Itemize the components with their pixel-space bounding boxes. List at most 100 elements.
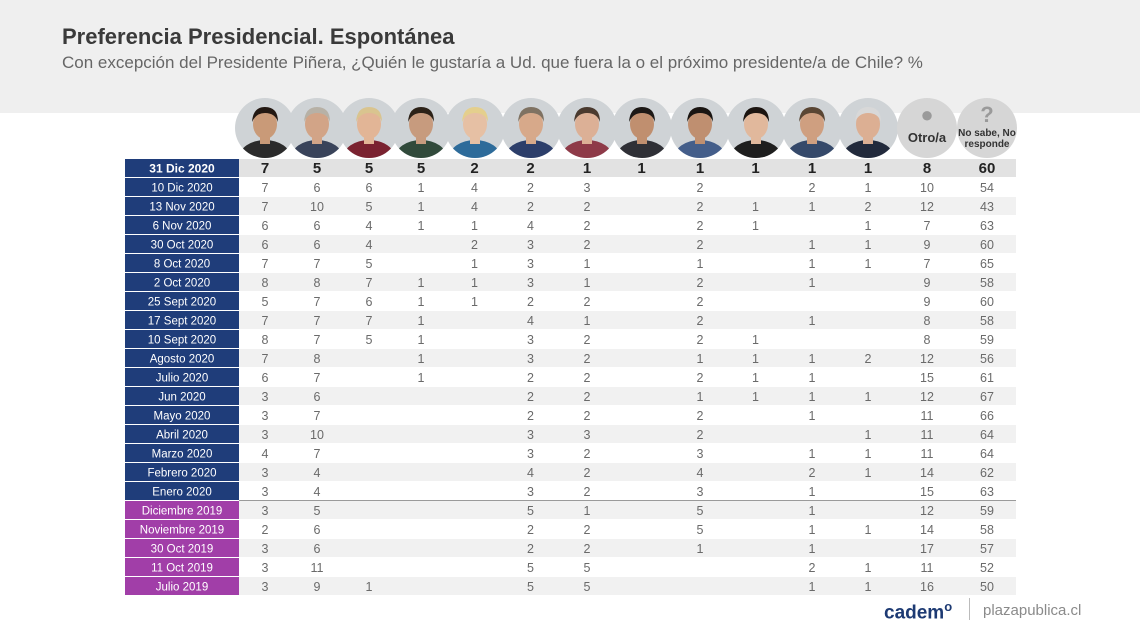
candidate-photo — [611, 98, 672, 158]
table-row-bg — [239, 330, 1016, 348]
table-cell-value: 1 — [865, 523, 872, 537]
table-cell-value: 2 — [809, 561, 816, 575]
candidate-photo — [444, 98, 505, 158]
table-cell-value: 5 — [584, 561, 591, 575]
table-cell-value: 59 — [980, 504, 994, 518]
table-cell-value: 1 — [696, 160, 704, 177]
table-cell-value: 61 — [980, 371, 994, 385]
table-cell-value: 58 — [980, 523, 994, 537]
table-cell-value: 2 — [697, 295, 704, 309]
candidate-photo — [500, 98, 561, 158]
table-cell-value: 1 — [471, 276, 478, 290]
table-cell-value: 6 — [366, 181, 373, 195]
table-cell-value: 6 — [262, 238, 269, 252]
table-cell-value: 1 — [697, 390, 704, 404]
table-row-bg — [239, 406, 1016, 424]
table-cell-value: 11 — [311, 561, 324, 575]
table-row-bg — [239, 197, 1016, 215]
row-label-cell — [125, 387, 239, 405]
row-label-cell — [125, 349, 239, 367]
table-cell-value: 1 — [752, 371, 759, 385]
row-label: 13 Nov 2020 — [149, 202, 214, 214]
table-cell-value: 1 — [584, 504, 591, 518]
table-cell-value: 1 — [808, 160, 816, 177]
table-cell-value: 12 — [920, 200, 934, 214]
table-cell-value: 3 — [584, 181, 591, 195]
table-cell-value: 57 — [980, 542, 994, 556]
table-cell-value: 43 — [980, 200, 994, 214]
row-label: 30 Oct 2020 — [151, 240, 214, 252]
table-cell-value: 3 — [527, 428, 534, 442]
table-cell-value: 1 — [584, 257, 591, 271]
table-cell-value: 2 — [584, 466, 591, 480]
table-row-bg — [239, 311, 1016, 329]
table-row-bg — [239, 216, 1016, 234]
candidate-photo — [557, 98, 617, 158]
row-label: Diciembre 2019 — [142, 506, 223, 518]
table-cell-value: 7 — [261, 160, 269, 177]
row-label: 6 Nov 2020 — [153, 221, 212, 233]
table-cell-value: 1 — [752, 200, 759, 214]
table-cell-value: 6 — [314, 542, 321, 556]
row-label: Enero 2020 — [152, 487, 211, 499]
table-row-bg — [239, 159, 1016, 177]
table-cell-value: 2 — [584, 409, 591, 423]
table-cell-value: 2 — [809, 181, 816, 195]
row-label-cell — [125, 330, 239, 348]
candidate-photo — [235, 98, 295, 158]
table-cell-value: 54 — [980, 181, 994, 195]
otro-avatar: ● Otro/a — [897, 98, 957, 158]
row-label: 8 Oct 2020 — [154, 259, 210, 271]
table-cell-value: 1 — [418, 276, 425, 290]
row-label-cell — [125, 368, 239, 386]
table-cell-value: 3 — [262, 466, 269, 480]
row-label-cell — [125, 159, 239, 177]
page-title: Preferencia Presidencial. Espontánea — [62, 24, 455, 49]
table-cell-value: 4 — [262, 447, 269, 461]
table-cell-value: 2 — [697, 219, 704, 233]
footer-divider — [969, 598, 970, 620]
cadem-logo: cademo — [884, 599, 953, 624]
row-label: 31 Dic 2020 — [149, 162, 215, 176]
row-label-cell — [125, 235, 239, 253]
table-cell-value: 2 — [584, 447, 591, 461]
table-cell-value: 8 — [262, 276, 269, 290]
table-cell-value: 7 — [314, 447, 321, 461]
table-cell-value: 2 — [584, 238, 591, 252]
table-row-bg — [239, 501, 1016, 519]
candidate-photo — [782, 98, 842, 158]
table-cell-value: 4 — [366, 238, 373, 252]
table-cell-value: 58 — [980, 314, 994, 328]
table-cell-value: 9 — [924, 276, 931, 290]
table-cell-value: 1 — [752, 390, 759, 404]
table-cell-value: 1 — [865, 580, 872, 594]
table-cell-value: 50 — [980, 580, 994, 594]
table-cell-value: 1 — [809, 371, 816, 385]
footer-site: plazapublica.cl — [983, 602, 1082, 619]
table-row-bg — [239, 463, 1016, 481]
row-label: 11 Oct 2019 — [151, 563, 213, 575]
table-row-bg — [239, 292, 1016, 310]
table-cell-value: 15 — [920, 371, 934, 385]
table-cell-value: 7 — [366, 314, 373, 328]
table-cell-value: 4 — [697, 466, 704, 480]
table-cell-value: 6 — [314, 238, 321, 252]
table-cell-value: 59 — [980, 333, 994, 347]
table-cell-value: 2 — [527, 295, 534, 309]
table-cell-value: 6 — [366, 295, 373, 309]
table-cell-value: 9 — [924, 295, 931, 309]
table-cell-value: 2 — [584, 485, 591, 499]
table-cell-value: 5 — [417, 160, 425, 177]
table-cell-value: 1 — [809, 314, 816, 328]
table-cell-value: 4 — [471, 181, 478, 195]
table-cell-value: 7 — [314, 409, 321, 423]
table-cell-value: 7 — [262, 200, 269, 214]
table-cell-value: 7 — [366, 276, 373, 290]
table-cell-value: 2 — [865, 352, 872, 366]
table-cell-value: 1 — [865, 466, 872, 480]
table-cell-value: 3 — [262, 390, 269, 404]
table-cell-value: 2 — [865, 200, 872, 214]
table-cell-value: 7 — [924, 257, 931, 271]
table-cell-value: 7 — [314, 314, 321, 328]
